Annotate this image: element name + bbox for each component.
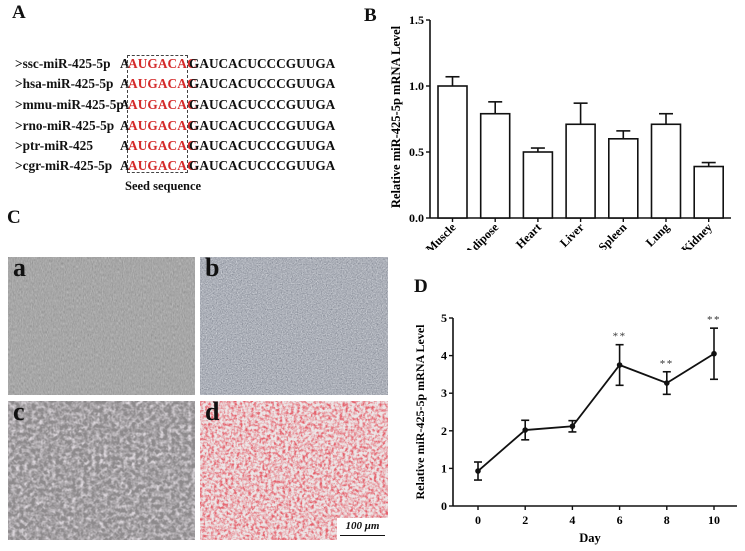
seed-region: AUGACAC <box>128 118 197 133</box>
sequence-tail: GAUCACUCCCGUUGA <box>189 158 336 173</box>
svg-text:6: 6 <box>617 513 623 527</box>
y-axis-label: Relative miR-425-5p mRNA Level <box>389 25 403 208</box>
sequence-name: >ssc-miR-425-5p <box>15 56 111 71</box>
data-point <box>475 468 481 474</box>
sequence-tail: GAUCACUCCCGUUGA <box>189 118 336 133</box>
data-point <box>616 362 623 368</box>
y-axis-label: Relative miR-425-5p mRNA Level <box>413 324 427 500</box>
seed-region: AUGACAC <box>128 56 197 71</box>
data-point <box>711 350 717 357</box>
line-series: ** ** ** <box>474 314 721 481</box>
bars <box>437 75 725 222</box>
panel-label-d: D <box>414 276 428 297</box>
svg-text:0: 0 <box>475 513 481 527</box>
sequence-prefix: A <box>120 158 130 173</box>
sequence-name: >cgr-miR-425-5p <box>15 158 113 173</box>
svg-text:2: 2 <box>441 424 447 438</box>
svg-text:4: 4 <box>441 349 447 363</box>
bar <box>437 85 468 219</box>
svg-text:1.0: 1.0 <box>409 79 424 93</box>
cell-texture-b <box>200 257 388 395</box>
micrograph-label: b <box>205 257 220 282</box>
seed-caption: Seed sequence <box>125 179 202 193</box>
significance-marker: ** <box>660 358 674 370</box>
panel-label-a: A <box>12 2 26 23</box>
svg-text:1: 1 <box>441 461 447 475</box>
sequence-prefix: A <box>120 118 130 133</box>
scale-bar-box: 100 μm <box>337 518 388 540</box>
seed-region: AUGACAC <box>128 76 197 91</box>
bar <box>693 165 725 219</box>
seed-region: AUGACAC <box>128 138 197 153</box>
significance-marker: ** <box>613 331 627 343</box>
micrograph-b: b <box>200 257 388 395</box>
panel-label-b: B <box>364 5 377 26</box>
svg-text:2: 2 <box>522 513 528 527</box>
micrograph-label: d <box>205 401 220 426</box>
x-axis-label: Day <box>579 531 601 545</box>
data-point <box>569 423 576 430</box>
micrograph-c: c <box>8 401 195 540</box>
x-tick-label: Spleen <box>595 220 629 250</box>
micrograph-label: c <box>13 401 25 426</box>
x-tick-label: Muscle <box>423 220 459 250</box>
svg-text:5: 5 <box>441 311 447 325</box>
bar <box>650 123 682 219</box>
sequence-tail: GAUCACUCCCGUUGA <box>189 138 336 153</box>
sequence-tail: GAUCACUCCCGUUGA <box>189 76 336 91</box>
micrograph-a: a <box>8 257 195 395</box>
seed-region: AUGACAC <box>128 97 197 112</box>
bar <box>479 112 511 219</box>
x-tick-label: Heart <box>513 220 544 250</box>
sequence-name: >hsa-miR-425-5p <box>15 76 114 91</box>
sequence-prefix: A <box>120 76 130 91</box>
x-tick-label: Lung <box>643 220 672 249</box>
sequence-name: >rno-miR-425-5p <box>15 118 115 133</box>
x-tick-label: Liver <box>557 220 587 250</box>
sequence-tail: GAUCACUCCCGUUGA <box>189 56 336 71</box>
sequence-prefix: A <box>120 138 130 153</box>
svg-text:8: 8 <box>664 513 670 527</box>
sequence-tail: GAUCACUCCCGUUGA <box>189 97 336 112</box>
svg-text:1.5: 1.5 <box>409 13 424 27</box>
bar <box>608 138 639 219</box>
svg-text:3: 3 <box>441 386 447 400</box>
sequence-name: >mmu-miR-425-5p <box>15 97 124 112</box>
scale-bar-label: 100 μm <box>345 520 380 532</box>
svg-text:0: 0 <box>441 499 447 513</box>
bar <box>522 151 554 219</box>
data-point <box>522 427 528 433</box>
seed-region: AUGACAC <box>128 158 197 173</box>
x-tick-label: Adipose <box>462 220 502 250</box>
svg-text:4: 4 <box>569 513 575 527</box>
x-tick-label: Kidney <box>679 220 715 250</box>
x-ticks: 0 2 4 6 8 10 <box>475 506 720 527</box>
data-point <box>664 380 670 386</box>
micrograph-label: a <box>13 257 26 282</box>
x-tick-labels: Muscle Adipose Heart Liver Spleen Lung Kidney <box>423 220 715 250</box>
sequence-prefix: A <box>120 97 130 112</box>
y-ticks: 0.0 0.5 1.0 1.5 <box>409 13 430 225</box>
significance-marker: ** <box>707 314 721 326</box>
seed-highlight-box <box>127 55 188 173</box>
micrograph-d: d 100 μm <box>200 401 388 540</box>
oil-red-o-stain-texture <box>200 401 388 540</box>
panel-label-c: C <box>7 207 21 228</box>
y-ticks: 0 1 2 3 4 5 <box>441 311 453 513</box>
scale-bar <box>340 534 385 536</box>
bar <box>565 123 596 219</box>
svg-text:0.0: 0.0 <box>409 211 424 225</box>
cell-texture-a <box>8 257 195 395</box>
svg-text:10: 10 <box>708 513 720 527</box>
tissue-expression-bar-chart: Relative miR-425-5p mRNA Level 0.0 0.5 1… <box>389 13 731 250</box>
cell-texture-c <box>8 401 195 540</box>
svg-text:0.5: 0.5 <box>409 145 424 159</box>
sequence-prefix: A <box>120 56 130 71</box>
differentiation-time-course-chart: Relative miR-425-5p mRNA Level 0 1 2 3 4 5 0 2… <box>413 311 737 545</box>
sequence-name: >ptr-miR-425 <box>15 138 93 153</box>
